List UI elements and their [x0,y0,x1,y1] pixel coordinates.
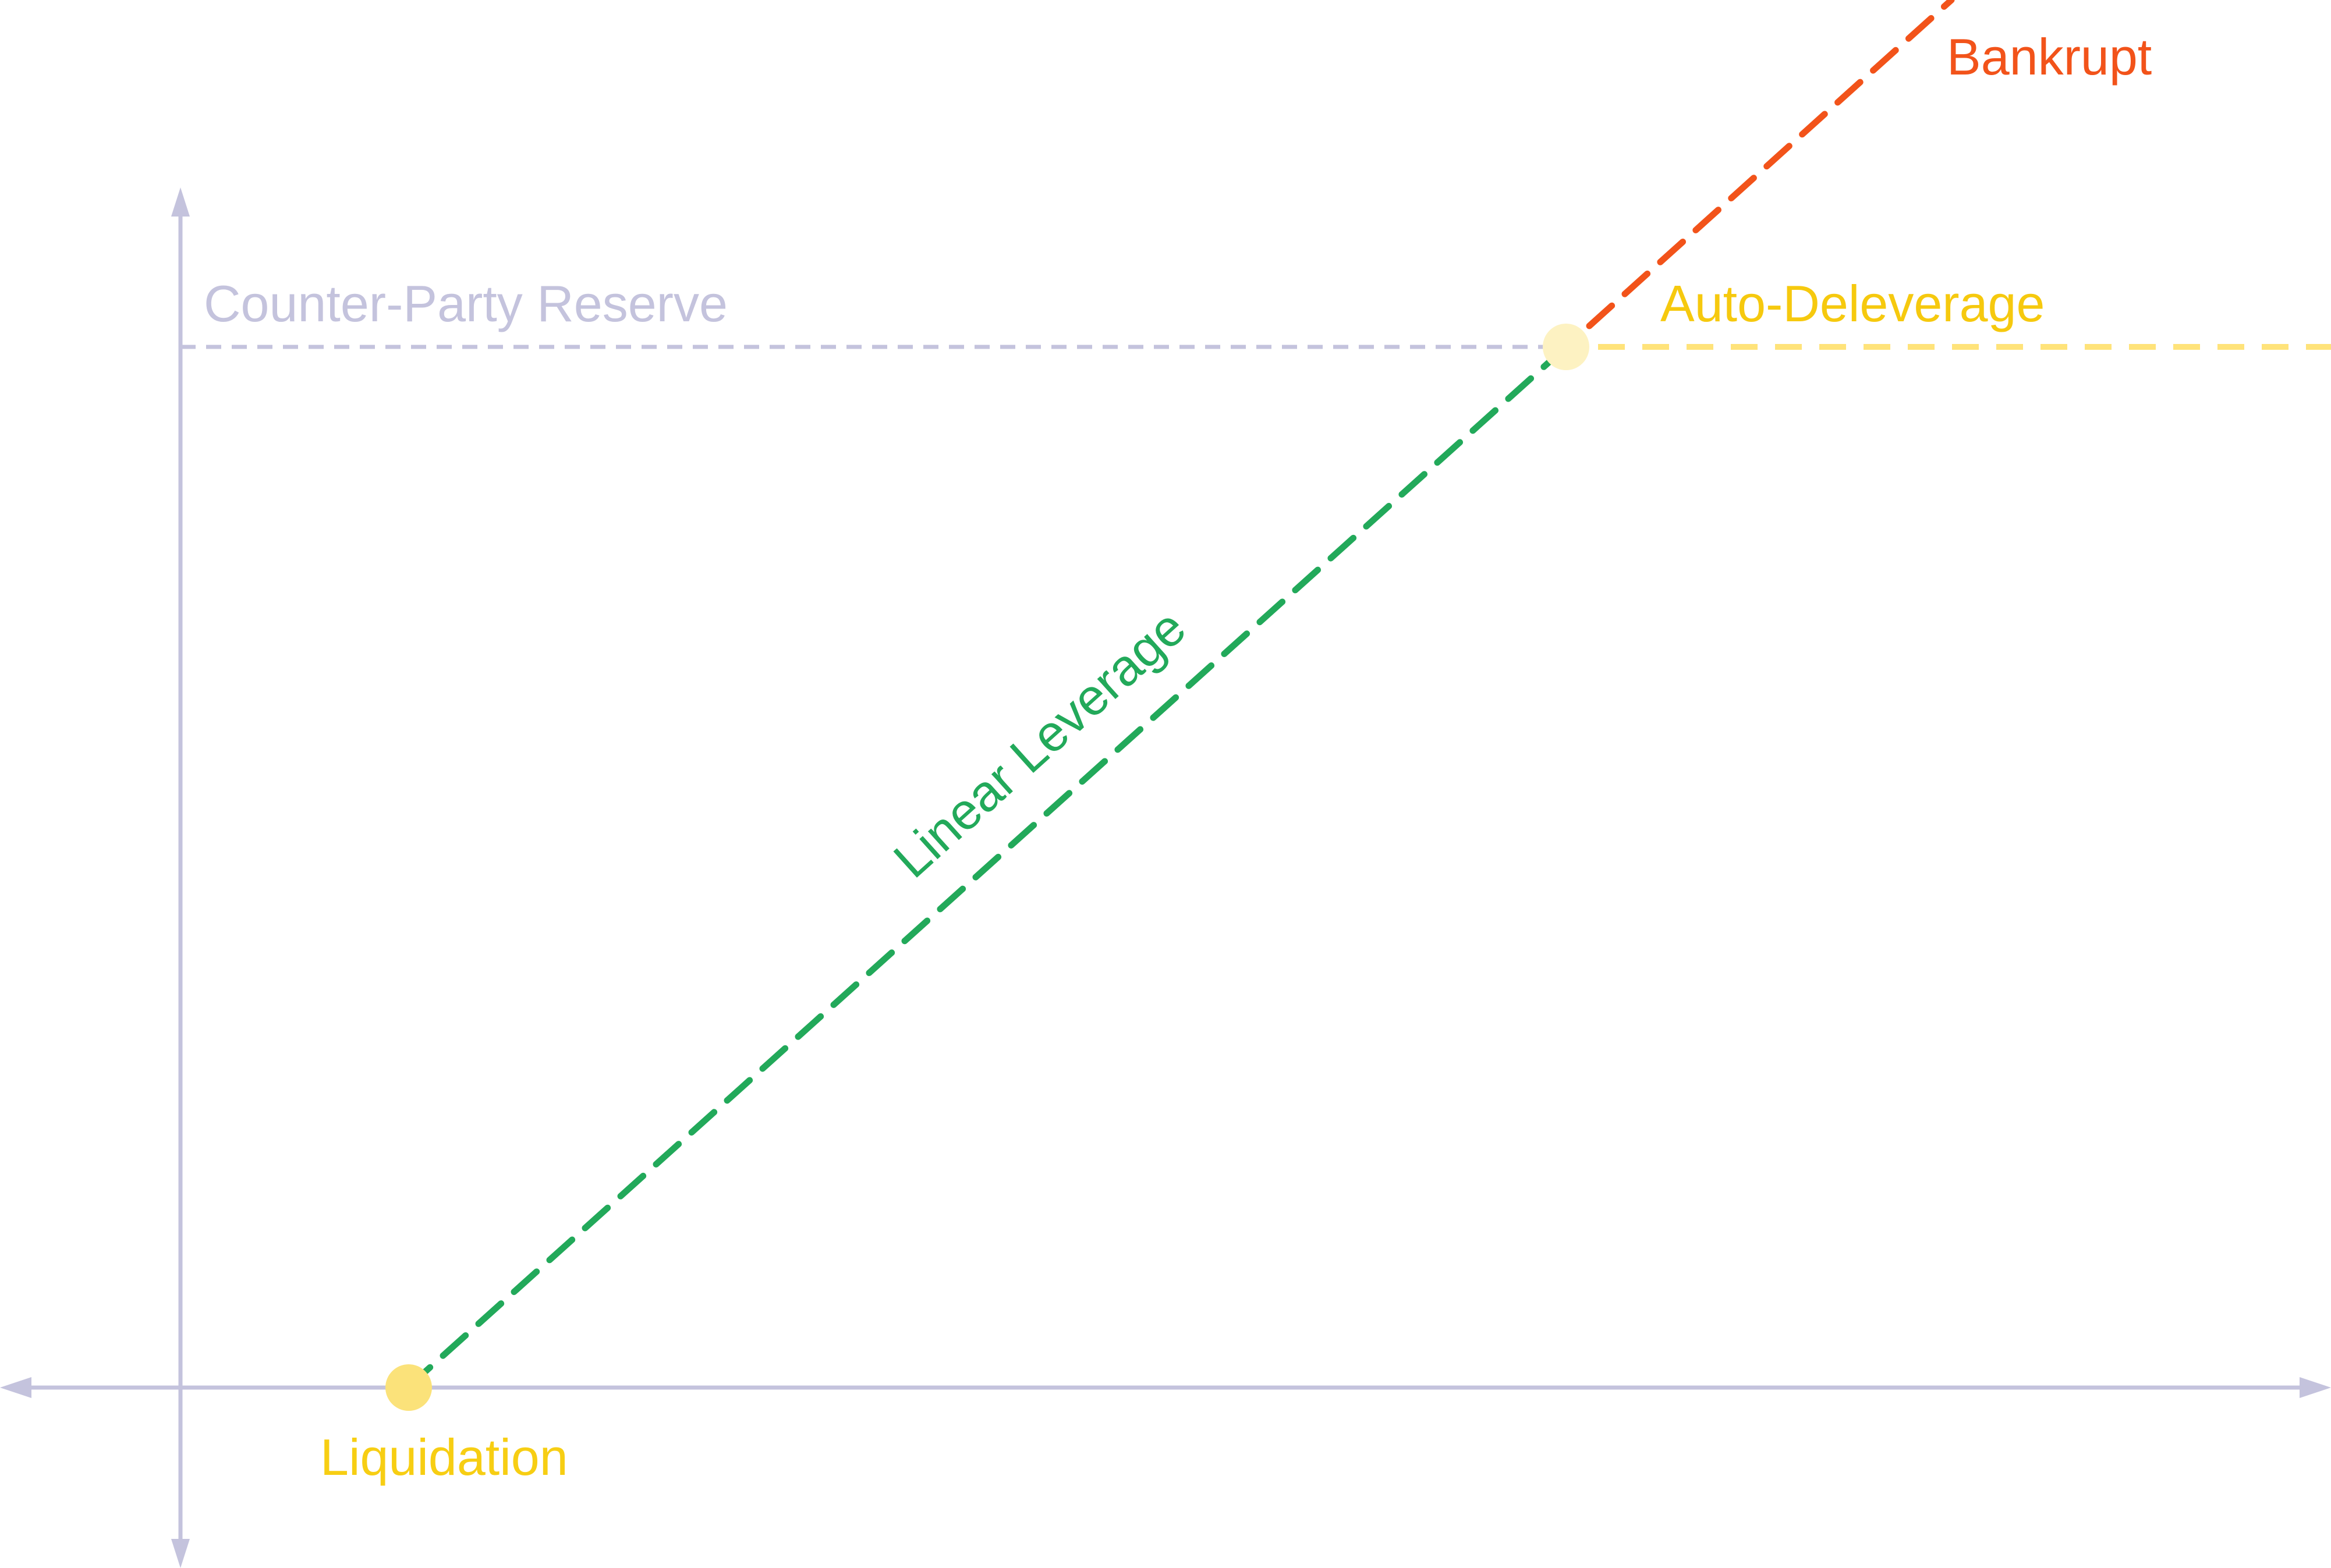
liquidation-label: Liquidation [320,1428,568,1486]
liquidation-point [385,1364,432,1411]
auto-deleverage-point [1543,324,1589,370]
x-axis-right-arrow-icon [2300,1377,2331,1398]
bankrupt-label: Bankrupt [1947,28,2152,86]
auto-deleverage-label: Auto-Deleverage [1660,275,2045,332]
x-axis [0,1377,2331,1398]
y-axis-top-arrow-icon [171,187,190,217]
y-axis [171,187,190,1568]
linear-leverage-line [404,343,1570,1391]
x-axis-left-arrow-icon [0,1377,31,1398]
y-axis-bottom-arrow-icon [171,1539,190,1568]
counter-party-reserve-label: Counter-Party Reserve [204,275,728,332]
linear-leverage-label: Linear Leverage [883,598,1196,889]
bankrupt-line [1586,0,1955,329]
